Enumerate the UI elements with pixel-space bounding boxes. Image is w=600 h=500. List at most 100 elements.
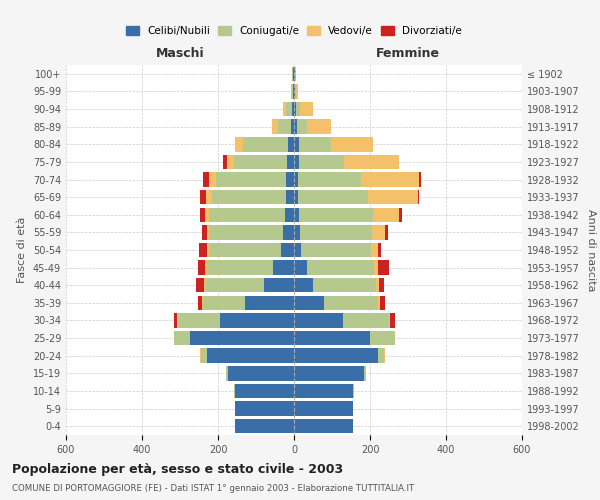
Bar bbox=[212, 190, 286, 204]
Bar bbox=[379, 278, 385, 292]
Bar bbox=[313, 278, 376, 292]
Bar bbox=[198, 296, 202, 310]
Bar bbox=[389, 314, 390, 328]
Bar bbox=[298, 190, 368, 204]
Bar bbox=[200, 208, 205, 222]
Bar bbox=[278, 120, 291, 134]
Bar bbox=[325, 296, 377, 310]
Bar bbox=[299, 154, 344, 169]
Bar bbox=[203, 278, 205, 292]
Bar bbox=[380, 296, 385, 310]
Bar bbox=[296, 102, 300, 117]
Bar bbox=[370, 331, 395, 345]
Bar bbox=[294, 331, 370, 345]
Bar bbox=[299, 137, 331, 152]
Bar bbox=[216, 172, 286, 186]
Y-axis label: Fasce di età: Fasce di età bbox=[17, 217, 27, 283]
Bar bbox=[175, 314, 178, 328]
Bar bbox=[203, 172, 209, 186]
Bar bbox=[385, 225, 388, 240]
Bar bbox=[368, 190, 418, 204]
Bar bbox=[227, 154, 234, 169]
Bar bbox=[200, 348, 201, 363]
Bar bbox=[206, 348, 294, 363]
Text: Maschi: Maschi bbox=[155, 46, 205, 60]
Bar bbox=[206, 190, 212, 204]
Bar bbox=[223, 154, 227, 169]
Bar bbox=[376, 278, 379, 292]
Bar bbox=[287, 154, 294, 169]
Bar bbox=[209, 172, 216, 186]
Bar bbox=[199, 243, 206, 257]
Bar bbox=[283, 225, 294, 240]
Bar bbox=[175, 331, 190, 345]
Bar bbox=[201, 348, 206, 363]
Y-axis label: Anni di nascita: Anni di nascita bbox=[586, 209, 596, 291]
Bar bbox=[205, 208, 209, 222]
Bar bbox=[294, 366, 364, 380]
Bar bbox=[292, 84, 293, 98]
Bar bbox=[301, 243, 371, 257]
Bar bbox=[372, 225, 385, 240]
Bar bbox=[294, 314, 343, 328]
Bar bbox=[298, 172, 361, 186]
Bar bbox=[307, 260, 374, 275]
Bar bbox=[371, 243, 378, 257]
Bar bbox=[364, 366, 366, 380]
Bar bbox=[300, 102, 313, 117]
Bar bbox=[206, 225, 209, 240]
Bar bbox=[294, 384, 353, 398]
Bar bbox=[286, 190, 294, 204]
Bar bbox=[273, 260, 294, 275]
Bar bbox=[297, 120, 307, 134]
Bar bbox=[196, 278, 203, 292]
Bar bbox=[283, 102, 286, 117]
Bar bbox=[292, 66, 293, 81]
Bar bbox=[200, 190, 206, 204]
Bar bbox=[286, 102, 292, 117]
Bar bbox=[307, 120, 331, 134]
Bar bbox=[292, 102, 294, 117]
Bar bbox=[190, 331, 294, 345]
Bar bbox=[286, 172, 294, 186]
Bar bbox=[295, 84, 296, 98]
Bar bbox=[294, 419, 353, 434]
Bar bbox=[294, 348, 377, 363]
Bar bbox=[294, 66, 295, 81]
Bar bbox=[206, 260, 273, 275]
Bar bbox=[293, 66, 294, 81]
Bar bbox=[220, 314, 294, 328]
Legend: Celibi/Nubili, Coniugati/e, Vedovi/e, Divorziati/e: Celibi/Nubili, Coniugati/e, Vedovi/e, Di… bbox=[122, 22, 466, 40]
Bar bbox=[235, 137, 242, 152]
Bar bbox=[205, 260, 206, 275]
Bar bbox=[198, 260, 205, 275]
Bar bbox=[331, 137, 373, 152]
Bar bbox=[178, 314, 220, 328]
Bar bbox=[294, 154, 299, 169]
Bar bbox=[206, 243, 209, 257]
Bar bbox=[361, 172, 419, 186]
Bar bbox=[390, 314, 395, 328]
Bar bbox=[294, 137, 299, 152]
Bar bbox=[209, 225, 283, 240]
Bar bbox=[289, 137, 294, 152]
Bar bbox=[227, 366, 294, 380]
Bar bbox=[294, 84, 295, 98]
Bar bbox=[291, 120, 294, 134]
Bar bbox=[299, 208, 373, 222]
Bar bbox=[377, 260, 389, 275]
Bar bbox=[291, 84, 292, 98]
Bar bbox=[419, 172, 421, 186]
Bar bbox=[294, 402, 353, 416]
Bar bbox=[294, 190, 298, 204]
Bar bbox=[293, 84, 294, 98]
Bar bbox=[263, 278, 294, 292]
Bar bbox=[373, 208, 399, 222]
Bar bbox=[209, 243, 281, 257]
Bar bbox=[243, 137, 289, 152]
Bar bbox=[203, 296, 245, 310]
Bar bbox=[226, 366, 227, 380]
Bar bbox=[294, 102, 296, 117]
Bar bbox=[235, 402, 294, 416]
Bar bbox=[295, 66, 296, 81]
